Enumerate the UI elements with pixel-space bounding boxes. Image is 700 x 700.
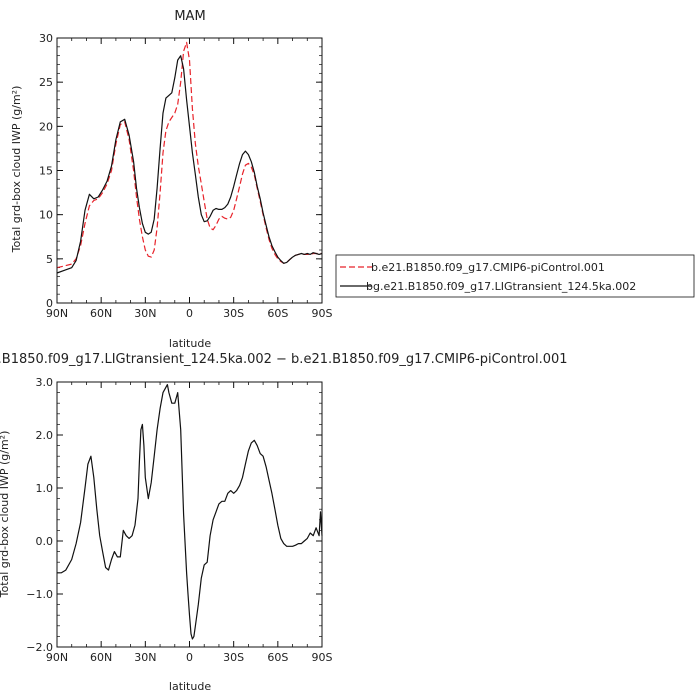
bottom-ticks: 90N 60N 30N 0 30S 60S 90S −2.0 −1.0 0.0 1.0 2.0 3.0: [26, 376, 332, 664]
bottom-chart-title: bg.e21.B1850.f09_g17.LIGtransient_124.5k…: [0, 352, 568, 367]
x-tick-label: 30N: [134, 307, 156, 320]
y-tick-label: 25: [39, 76, 53, 89]
panel-top: MAM Total grd-box cloud IWP (g/m²) latit…: [10, 9, 333, 350]
y-tick-label: 1.0: [36, 482, 54, 495]
top-ticks: 90N 60N 30N 0 30S 60S 90S 0 5 10 15 20 25 30: [39, 32, 333, 320]
y-tick-label: 5: [46, 253, 53, 266]
legend-label-series-1: b.e21.B1850.f09_g17.CMIP6-piControl.001: [371, 261, 605, 274]
y-tick-label: 10: [39, 209, 53, 222]
bottom-plot-frame: [56, 381, 323, 648]
x-tick-label: 60N: [90, 651, 112, 664]
x-tick-label: 90N: [46, 307, 68, 320]
legend: b.e21.B1850.f09_g17.CMIP6-piControl.001 …: [335, 254, 695, 298]
y-tick-label: 0: [46, 297, 53, 310]
bottom-series: [57, 384, 323, 640]
x-tick-label: 90S: [312, 651, 333, 664]
y-tick-label: 20: [39, 120, 53, 133]
series-line-1: [57, 384, 323, 640]
y-tick-label: −2.0: [26, 641, 53, 654]
legend-label-series-2: bg.e21.B1850.f09_g17.LIGtransient_124.5k…: [366, 280, 636, 293]
x-tick-label: 0: [186, 307, 193, 320]
y-tick-label: −1.0: [26, 588, 53, 601]
y-tick-label: 0.0: [36, 535, 54, 548]
x-tick-label: 90N: [46, 651, 68, 664]
top-chart-title: MAM: [174, 9, 205, 24]
x-tick-label: 60S: [267, 651, 288, 664]
bottom-y-axis-label: Total grd-box cloud IWP (g/m²): [0, 431, 11, 599]
top-plot-frame: [56, 37, 323, 304]
x-tick-label: 0: [186, 651, 193, 664]
bottom-x-axis-label: latitude: [169, 680, 211, 693]
y-tick-label: 30: [39, 32, 53, 45]
x-tick-label: 30N: [134, 651, 156, 664]
top-series: [56, 41, 323, 274]
y-tick-label: 15: [39, 165, 53, 178]
y-tick-label: 3.0: [36, 376, 54, 389]
x-tick-label: 30S: [223, 651, 244, 664]
y-tick-label: 2.0: [36, 429, 54, 442]
series-line-2: [56, 55, 323, 274]
panel-bottom: bg.e21.B1850.f09_g17.LIGtransient_124.5k…: [0, 352, 568, 693]
x-tick-label: 60S: [267, 307, 288, 320]
top-x-axis-label: latitude: [169, 337, 211, 350]
x-tick-label: 30S: [223, 307, 244, 320]
legend-box: [335, 254, 695, 298]
x-tick-label: 90S: [312, 307, 333, 320]
series-line-1: [56, 41, 322, 269]
top-y-axis-label: Total grd-box cloud IWP (g/m²): [10, 86, 23, 254]
x-tick-label: 60N: [90, 307, 112, 320]
